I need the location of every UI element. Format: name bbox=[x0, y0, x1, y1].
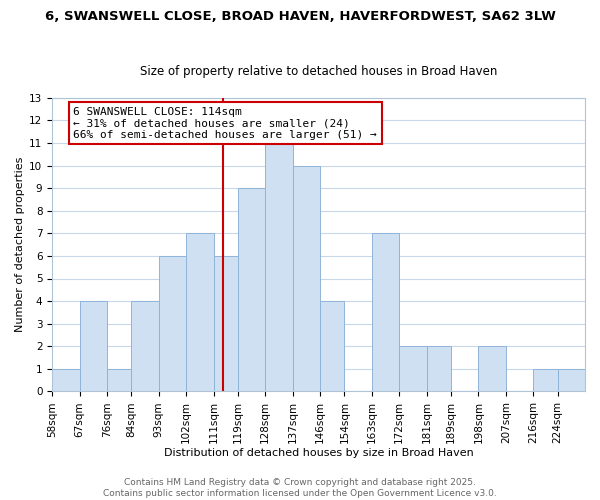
Bar bbox=[214, 256, 238, 392]
Bar bbox=[265, 143, 293, 392]
Bar bbox=[131, 301, 159, 392]
Text: 6 SWANSWELL CLOSE: 114sqm
← 31% of detached houses are smaller (24)
66% of semi-: 6 SWANSWELL CLOSE: 114sqm ← 31% of detac… bbox=[73, 106, 377, 140]
Bar bbox=[533, 369, 557, 392]
X-axis label: Distribution of detached houses by size in Broad Haven: Distribution of detached houses by size … bbox=[164, 448, 473, 458]
Bar bbox=[372, 234, 399, 392]
Text: Contains HM Land Registry data © Crown copyright and database right 2025.
Contai: Contains HM Land Registry data © Crown c… bbox=[103, 478, 497, 498]
Bar bbox=[186, 234, 214, 392]
Bar bbox=[557, 369, 585, 392]
Bar bbox=[52, 369, 80, 392]
Bar bbox=[238, 188, 265, 392]
Bar bbox=[320, 301, 344, 392]
Title: Size of property relative to detached houses in Broad Haven: Size of property relative to detached ho… bbox=[140, 66, 497, 78]
Bar bbox=[159, 256, 186, 392]
Bar bbox=[427, 346, 451, 392]
Text: 6, SWANSWELL CLOSE, BROAD HAVEN, HAVERFORDWEST, SA62 3LW: 6, SWANSWELL CLOSE, BROAD HAVEN, HAVERFO… bbox=[44, 10, 556, 23]
Bar bbox=[399, 346, 427, 392]
Bar bbox=[80, 301, 107, 392]
Y-axis label: Number of detached properties: Number of detached properties bbox=[15, 157, 25, 332]
Bar bbox=[107, 369, 131, 392]
Bar bbox=[478, 346, 506, 392]
Bar bbox=[293, 166, 320, 392]
